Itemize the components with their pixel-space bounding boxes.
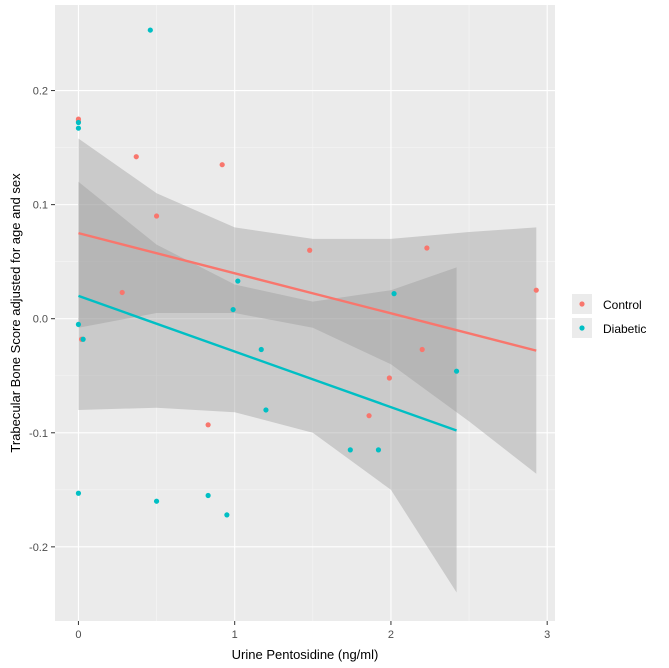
point-diabetic [224, 512, 230, 518]
y-tick-label: 0.1 [33, 200, 48, 212]
point-diabetic [147, 27, 153, 33]
point-control [307, 247, 313, 253]
point-control [366, 413, 372, 419]
plot-panel [55, 5, 555, 621]
fit-line-diabetic [78, 294, 457, 432]
x-tick-label: 2 [388, 629, 394, 641]
x-axis-ticks: 0 1 2 3 [75, 621, 550, 641]
y-axis-title: Trabecular Bone Score adjusted for age a… [8, 173, 23, 453]
x-tick-label: 3 [544, 629, 550, 641]
point-diabetic [205, 492, 211, 499]
point-diabetic [153, 498, 160, 504]
point-control [119, 289, 125, 296]
point-control [424, 245, 430, 251]
fit-line-control [78, 231, 537, 352]
point-diabetic [263, 407, 269, 413]
point-diabetic [375, 447, 382, 453]
point-diabetic [235, 278, 241, 284]
y-tick-label: 0.2 [33, 86, 48, 98]
point-diabetic [80, 336, 86, 342]
y-tick-label: 0.0 [33, 314, 48, 326]
point-diabetic [391, 291, 397, 297]
y-axis-ticks: -0.2 -0.1 0.0 0.1 0.2 [29, 86, 55, 554]
point-diabetic [453, 368, 460, 374]
ci-band-control [78, 138, 537, 474]
legend-marker-control [579, 301, 585, 307]
point-diabetic [258, 346, 264, 353]
x-tick-label: 0 [75, 629, 81, 641]
y-tick-label: -0.1 [29, 428, 48, 440]
x-axis-title: Urine Pentosidine (ng/ml) [232, 647, 379, 662]
point-diabetic [75, 125, 82, 131]
y-tick-label: -0.2 [29, 542, 48, 554]
legend-label-diabetic: Diabetic [603, 322, 646, 336]
ci-band-diabetic [78, 181, 457, 593]
point-diabetic [230, 306, 236, 313]
point-control [219, 162, 225, 168]
point-diabetic [347, 447, 353, 453]
point-control [153, 213, 160, 219]
fit-lines [78, 231, 537, 432]
data-points [75, 27, 539, 518]
legend: Control Diabetic [572, 294, 646, 338]
point-diabetic [75, 119, 82, 126]
x-tick-label: 1 [232, 629, 238, 641]
point-diabetic [75, 321, 82, 328]
legend-marker-diabetic [579, 325, 585, 331]
point-control [386, 375, 392, 381]
point-control [533, 287, 539, 293]
minor-gridlines [55, 5, 555, 621]
point-diabetic [75, 490, 82, 496]
point-control [205, 422, 211, 428]
confidence-bands [78, 138, 537, 593]
point-control [419, 346, 425, 353]
point-control [133, 154, 139, 160]
legend-label-control: Control [603, 298, 642, 312]
